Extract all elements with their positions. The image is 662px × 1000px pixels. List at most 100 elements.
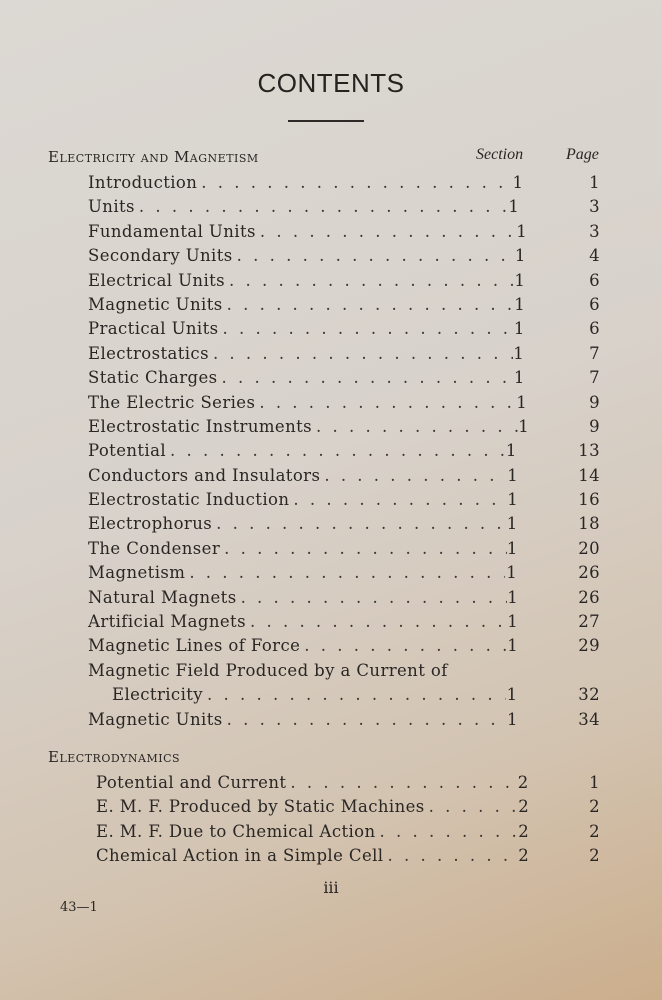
toc-entry: Magnetism 1 26 [88,563,600,587]
toc-list-part-2: Potential and Current 2 1 E. M. F. Produced… [96,773,600,871]
entry-page: 6 [589,294,600,314]
entry-section: 1 [506,563,518,583]
dot-leader [289,490,507,509]
entry-page: 7 [589,368,600,388]
entry-page: 13 [578,441,600,461]
toc-entry: Fundamental Units 1 3 [88,222,600,246]
toc-entry: E. M. F. Produced by Static Machines 2 2 [96,797,600,821]
toc-entry: Electrophorus 1 18 [88,514,600,538]
toc-entry: Magnetic Lines of Force 1 29 [88,636,600,660]
entry-title: E. M. F. Due to Chemical Action [96,821,376,841]
entry-title: Practical Units [88,319,219,339]
dot-leader [237,588,508,607]
entry-title: Electrophorus [88,514,213,534]
entry-page: 1 [589,173,600,192]
entry-section: 1 [518,416,530,436]
entry-title: Natural Magnets [88,587,237,607]
entry-section: 1 [514,270,526,290]
dot-leader [246,612,507,631]
entry-page: 6 [589,270,600,290]
entry-page: 3 [589,221,600,241]
dot-leader [212,514,506,533]
dot-leader [218,368,514,387]
entry-section: 2 [518,797,530,817]
dot-leader [383,846,518,865]
entry-section: 1 [507,490,519,510]
entry-page: 4 [589,246,600,266]
toc-entry: Secondary Units 1 4 [88,246,600,270]
entry-page: 34 [578,709,600,729]
entry-title: Introduction [88,173,198,192]
entry-section: 1 [507,587,519,607]
dot-leader [209,344,513,363]
entry-page: 26 [578,587,600,607]
toc-entry-continuation: Electricity 1 32 [88,685,600,709]
toc-entry: Potential and Current 2 1 [96,773,600,797]
toc-list-part-1: Introduction11Units13Fundamental Units13… [88,173,600,734]
title-rule [288,120,364,122]
dot-leader [220,539,506,558]
toc-entry: Electrical Units 1 6 [88,271,600,295]
toc-entry: Artificial Magnets 1 27 [88,612,600,636]
entry-page: 2 [589,846,600,866]
toc-entry: Units 1 3 [88,197,600,221]
dot-leader [256,222,516,241]
entry-title: E. M. F. Produced by Static Machines [96,797,425,817]
entry-title: Magnetic Lines of Force [88,636,301,656]
dot-leader [203,685,506,704]
dot-leader [255,393,516,412]
dot-leader [233,246,515,265]
dot-leader [218,319,513,338]
entry-section: 1 [507,612,519,632]
entry-page: 2 [589,821,600,841]
page-number: iii [323,878,339,897]
dot-leader [185,563,505,582]
entry-title: Conductors and Insulators [88,465,321,485]
entry-section: 1 [513,368,525,388]
entry-title: Electrical Units [88,270,226,290]
entry-page: 2 [589,797,600,817]
entry-page: 9 [589,416,600,436]
entry-page: 29 [578,636,600,656]
entry-title: Chemical Action in a Simple Cell [96,846,384,866]
entry-title: Electrostatic Instruments [88,416,313,436]
section-column-header: Section [476,146,524,163]
entry-title: Static Charges [88,368,218,388]
entry-section: 1 [512,173,524,192]
entry-title: Fundamental Units [88,221,256,241]
entry-title: Electrostatics [88,343,209,363]
entry-page: 27 [578,612,600,632]
toc-entry: Introduction 1 1 [88,173,600,197]
entry-title-continuation: Electricity [112,685,203,705]
entry-page: 18 [578,514,600,534]
signature-mark: 43—1 [60,900,98,915]
toc-entry: Electrostatics 1 7 [88,344,600,368]
entry-section: 1 [506,538,518,558]
entry-section: 2 [517,773,529,792]
toc-entry: Natural Magnets 1 26 [88,588,600,612]
dot-leader [135,197,506,216]
toc-entry: E. M. F. Due to Chemical Action 2 2 [96,822,600,846]
dot-leader [376,822,519,841]
entry-section: 1 [506,709,518,729]
entry-page: 16 [578,490,600,510]
dot-leader [223,295,514,314]
entry-section: 1 [513,319,525,339]
entry-section: 1 [513,343,525,363]
page-title: CONTENTS [257,68,405,98]
page-column-header: Page [566,146,599,163]
entry-page: 3 [589,197,600,217]
toc-entry: Static Charges 1 7 [88,368,600,392]
dot-leader [300,636,507,655]
entry-page: 26 [578,563,600,583]
toc-entry: Electrostatic Induction 1 16 [88,490,600,514]
dot-leader [225,271,514,290]
toc-entry: Magnetic Units 1 34 [88,710,600,734]
entry-title: Potential [88,441,167,461]
toc-entry: The Electric Series 1 9 [88,393,600,417]
entry-page: 32 [578,685,600,705]
entry-page: 7 [589,343,600,363]
part-heading: Electrodynamics [48,748,181,766]
entry-title: Potential and Current [96,773,287,792]
entry-section: 1 [507,465,519,485]
